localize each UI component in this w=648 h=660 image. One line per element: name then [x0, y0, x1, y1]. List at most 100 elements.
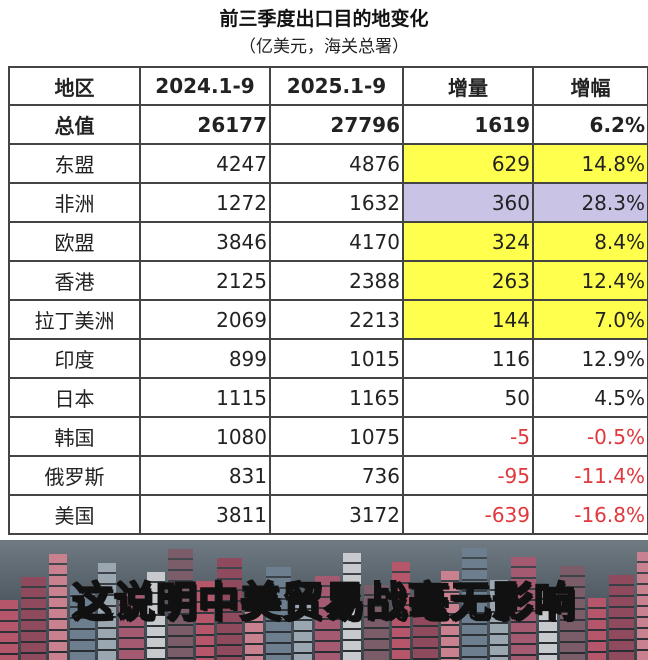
- row-2025: 736: [269, 455, 404, 496]
- container-stack: [413, 594, 438, 660]
- total-delta: 1619: [402, 104, 534, 145]
- total-region: 总值: [8, 104, 141, 145]
- total-2025: 27796: [269, 104, 404, 145]
- row-2025: 1632: [269, 182, 404, 223]
- row-pct: 14.8%: [532, 143, 648, 184]
- container-stack: [315, 576, 340, 660]
- container-stack: [21, 577, 46, 660]
- table-row: 美国 3811 3172 -639 -16.8%: [8, 494, 648, 535]
- table-row: 日本 1115 1165 50 4.5%: [8, 377, 648, 418]
- container-stack: [294, 599, 312, 660]
- row-2024: 3846: [139, 221, 271, 262]
- container-stack: [70, 586, 95, 660]
- row-2024: 2125: [139, 260, 271, 301]
- table-title: 前三季度出口目的地变化: [219, 8, 429, 30]
- total-row: 总值 26177 27796 1619 6.2%: [8, 104, 648, 145]
- row-delta: 144: [402, 299, 534, 340]
- video-caption: 这说明中美贸易战毫无影响: [71, 577, 576, 627]
- row-pct: -0.5%: [532, 416, 648, 457]
- table-row: 韩国 1080 1075 -5 -0.5%: [8, 416, 648, 457]
- header-2024: 2024.1-9: [139, 66, 271, 106]
- row-region: 俄罗斯: [8, 455, 141, 496]
- row-pct: 4.5%: [532, 377, 648, 418]
- row-2025: 1075: [269, 416, 404, 457]
- row-region: 非洲: [8, 182, 141, 223]
- total-2024: 26177: [139, 104, 271, 145]
- row-2024: 831: [139, 455, 271, 496]
- row-delta: 324: [402, 221, 534, 262]
- container-stack: [364, 585, 389, 660]
- row-2025: 3172: [269, 494, 404, 535]
- table-image: 前三季度出口目的地变化 （亿美元，海关总署） 地区 2024.1-9 2025.…: [8, 8, 648, 535]
- row-region: 美国: [8, 494, 141, 535]
- row-delta: 629: [402, 143, 534, 184]
- container-stack: [511, 557, 536, 660]
- container-stack: [637, 552, 648, 660]
- container-stack: [168, 549, 193, 660]
- row-delta: -639: [402, 494, 534, 535]
- header-region: 地区: [8, 66, 141, 106]
- container-stack: [0, 600, 18, 660]
- table-row: 俄罗斯 831 736 -95 -11.4%: [8, 455, 648, 496]
- row-2024: 2069: [139, 299, 271, 340]
- container-stack: [462, 548, 487, 660]
- row-region: 拉丁美洲: [8, 299, 141, 340]
- row-delta: -95: [402, 455, 534, 496]
- container-stack: [539, 589, 557, 660]
- row-2024: 1080: [139, 416, 271, 457]
- row-delta: -5: [402, 416, 534, 457]
- row-delta: 50: [402, 377, 534, 418]
- row-pct: 12.9%: [532, 338, 648, 379]
- container-stack: [609, 575, 634, 660]
- video-frame: 这说明中美贸易战毫无影响: [0, 540, 648, 660]
- table-row: 拉丁美洲 2069 2213 144 7.0%: [8, 299, 648, 340]
- container-stack: [560, 566, 585, 660]
- export-destination-table: 地区 2024.1-9 2025.1-9 增量 增幅 总值 26177 2779…: [8, 66, 648, 535]
- header-2025: 2025.1-9: [269, 66, 404, 106]
- container-stack: [196, 581, 214, 660]
- row-region: 印度: [8, 338, 141, 379]
- header-row: 地区 2024.1-9 2025.1-9 增量 增幅: [8, 66, 648, 106]
- container-stack: [147, 572, 165, 660]
- row-2024: 3811: [139, 494, 271, 535]
- row-delta: 116: [402, 338, 534, 379]
- total-pct: 6.2%: [532, 104, 648, 145]
- table-row: 印度 899 1015 116 12.9%: [8, 338, 648, 379]
- container-stack: [217, 558, 242, 660]
- row-2025: 4170: [269, 221, 404, 262]
- table-row: 非洲 1272 1632 360 28.3%: [8, 182, 648, 223]
- row-pct: 7.0%: [532, 299, 648, 340]
- row-2025: 1165: [269, 377, 404, 418]
- row-2025: 1015: [269, 338, 404, 379]
- row-2024: 1272: [139, 182, 271, 223]
- row-region: 日本: [8, 377, 141, 418]
- row-2024: 4247: [139, 143, 271, 184]
- row-region: 东盟: [8, 143, 141, 184]
- container-stack: [98, 563, 116, 660]
- row-pct: 12.4%: [532, 260, 648, 301]
- header-delta: 增量: [402, 66, 534, 106]
- row-2024: 1115: [139, 377, 271, 418]
- row-2024: 899: [139, 338, 271, 379]
- header-pct: 增幅: [532, 66, 648, 106]
- container-stack: [441, 571, 459, 660]
- row-region: 欧盟: [8, 221, 141, 262]
- row-region: 香港: [8, 260, 141, 301]
- container-stack: [266, 567, 291, 660]
- row-pct: 28.3%: [532, 182, 648, 223]
- container-stack: [588, 598, 606, 660]
- table-row: 东盟 4247 4876 629 14.8%: [8, 143, 648, 184]
- row-delta: 360: [402, 182, 534, 223]
- table-row: 香港 2125 2388 263 12.4%: [8, 260, 648, 301]
- table-subtitle: （亿美元，海关总署）: [239, 37, 409, 57]
- container-stack: [119, 595, 144, 660]
- container-stack: [392, 562, 410, 660]
- container-stack: [49, 554, 67, 660]
- row-pct: -16.8%: [532, 494, 648, 535]
- container-stack: [343, 553, 361, 660]
- row-2025: 4876: [269, 143, 404, 184]
- row-2025: 2388: [269, 260, 404, 301]
- table-row: 欧盟 3846 4170 324 8.4%: [8, 221, 648, 262]
- row-delta: 263: [402, 260, 534, 301]
- row-pct: 8.4%: [532, 221, 648, 262]
